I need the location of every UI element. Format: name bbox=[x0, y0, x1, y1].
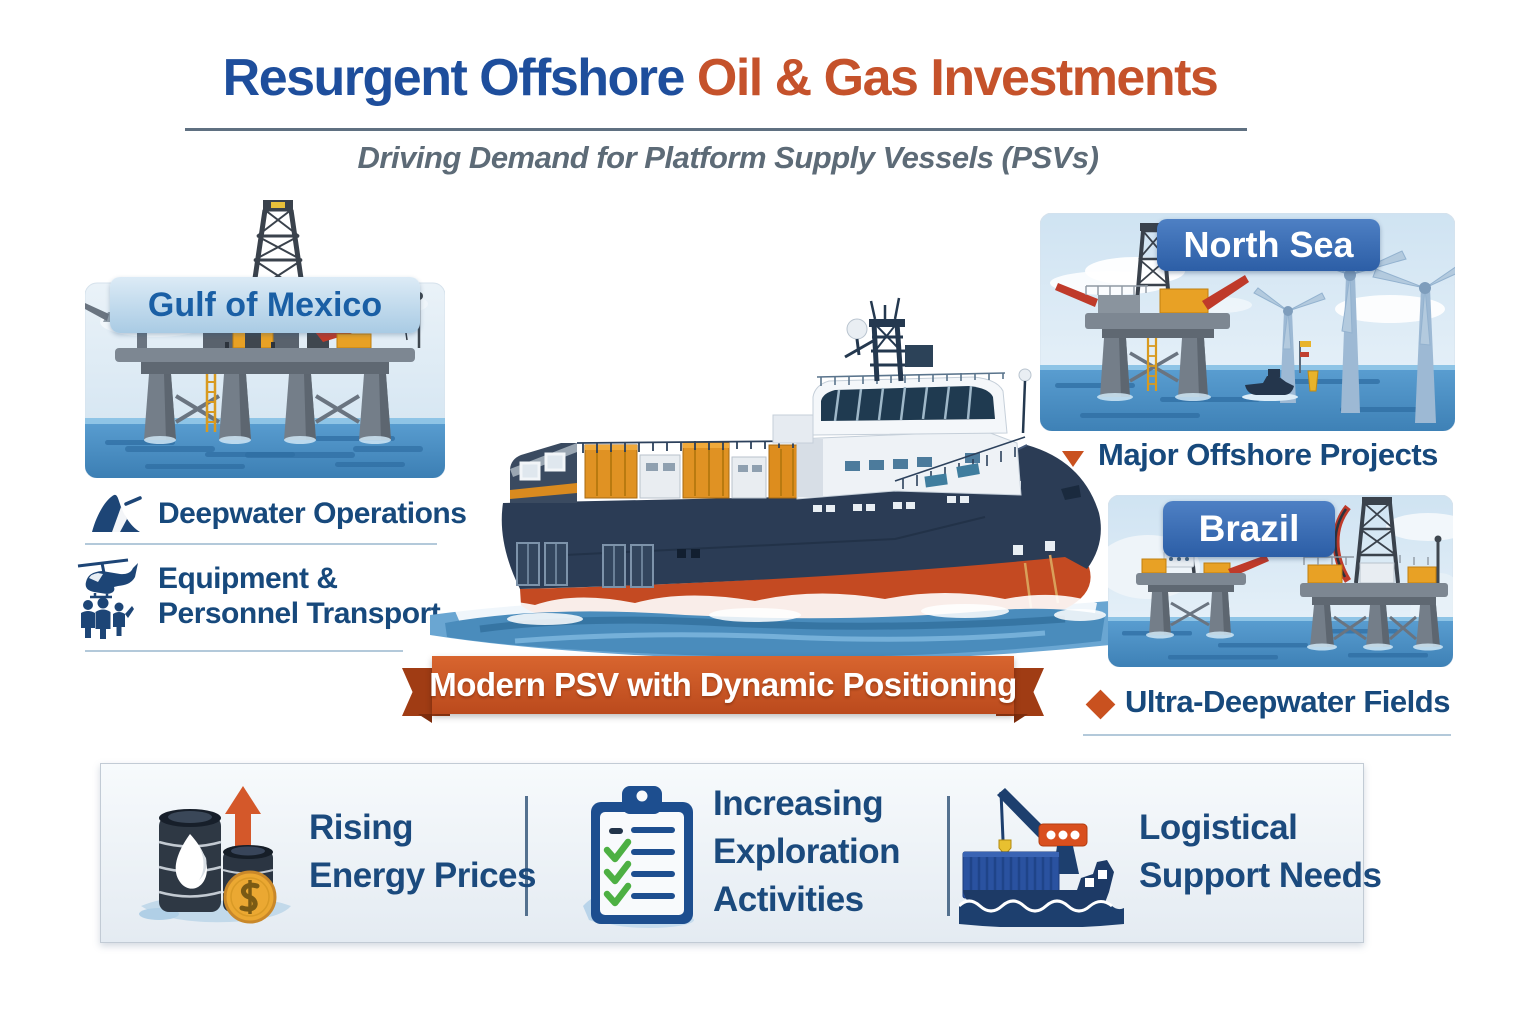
footer-line: Rising bbox=[309, 808, 413, 847]
divider-line bbox=[85, 650, 403, 652]
banner-label: Modern PSV with Dynamic Positioning bbox=[429, 666, 1017, 703]
title-divider-line bbox=[185, 128, 1247, 131]
bullet-major-offshore-projects: Major Offshore Projects bbox=[1062, 437, 1438, 474]
title-blue-part: Resurgent Offshore bbox=[222, 49, 686, 107]
footer-line: Increasing bbox=[713, 784, 884, 823]
bullet-label: Equipment & Personnel Transport bbox=[158, 561, 441, 632]
footer-item-increasing-exploration: Increasing Exploration Activities bbox=[713, 780, 901, 924]
ribbon-fold-right bbox=[1014, 714, 1028, 723]
triangle-marker-icon bbox=[1062, 451, 1084, 468]
page-subtitle: Driving Demand for Platform Supply Vesse… bbox=[357, 140, 1099, 175]
bullet-label: Major Offshore Projects bbox=[1098, 437, 1438, 472]
bullet-equipment-personnel-transport: Equipment & Personnel Transport bbox=[76, 552, 441, 640]
footer-item-rising-energy-prices: Rising Energy Prices bbox=[309, 804, 536, 900]
footer-line: Logistical bbox=[1139, 808, 1298, 847]
helicopter-crew-icon bbox=[77, 558, 138, 639]
footer-line: Exploration bbox=[713, 832, 901, 871]
footer-divider bbox=[525, 796, 528, 916]
region-header-north-sea: North Sea bbox=[1157, 219, 1380, 271]
diamond-marker-icon bbox=[1085, 689, 1116, 720]
brazil-rig-large bbox=[1300, 497, 1448, 651]
region-header-brazil: Brazil bbox=[1163, 501, 1335, 557]
bullet-label: Ultra-Deepwater Fields bbox=[1125, 684, 1450, 719]
footer-line: Support Needs bbox=[1139, 856, 1382, 895]
wind-turbines bbox=[1253, 248, 1455, 423]
footer-item-logistical-support: Logistical Support Needs bbox=[1139, 804, 1382, 900]
footer-line: Energy Prices bbox=[309, 856, 536, 895]
divider-line bbox=[85, 543, 437, 545]
psv-ship-illustration bbox=[430, 297, 1110, 661]
bullet-label: Deepwater Operations bbox=[158, 497, 467, 531]
bullet-line-1: Equipment & bbox=[158, 561, 338, 595]
divider-line bbox=[1083, 734, 1451, 736]
gulf-of-mexico-rig-illustration bbox=[85, 200, 445, 478]
region-header-gulf-of-mexico: Gulf of Mexico bbox=[110, 277, 420, 333]
footer-divider bbox=[947, 796, 950, 916]
north-sea-rig bbox=[1055, 223, 1249, 401]
key-drivers-bar: Rising Energy Prices Increasing Explorat… bbox=[100, 763, 1382, 943]
bullet-ultra-deepwater-fields: Ultra-Deepwater Fields bbox=[1085, 684, 1450, 721]
oil-barrels-icon bbox=[139, 786, 291, 924]
ribbon-fold-left bbox=[418, 714, 432, 723]
bullet-line-2: Personnel Transport bbox=[158, 597, 441, 630]
title-orange-part: Oil & Gas Investments bbox=[683, 49, 1219, 107]
footer-line: Activities bbox=[713, 880, 864, 919]
bullet-deepwater-operations: Deepwater Operations bbox=[88, 490, 467, 538]
page-title: Resurgent Offshore Oil & Gas Investments bbox=[0, 48, 1440, 108]
banner-ribbon: Modern PSV with Dynamic Positioning bbox=[402, 656, 1044, 723]
deepwater-wave-icon bbox=[92, 494, 142, 532]
checklist-icon bbox=[583, 786, 694, 928]
ribbon-body bbox=[432, 656, 1014, 714]
crane-vessel-icon bbox=[959, 788, 1124, 927]
